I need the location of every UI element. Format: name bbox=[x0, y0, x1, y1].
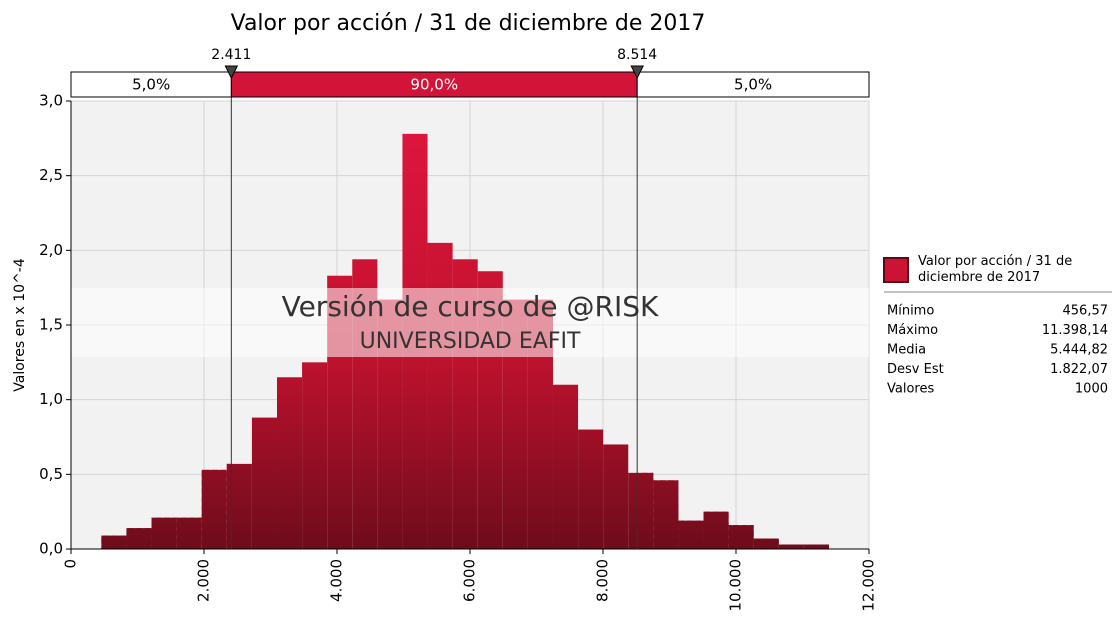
delimiter-marker bbox=[224, 65, 239, 80]
bar bbox=[753, 538, 779, 549]
chart-title: Valor por acción / 31 de diciembre de 20… bbox=[231, 11, 706, 36]
stat-name: Mínimo bbox=[887, 304, 934, 319]
bar bbox=[678, 520, 704, 549]
y-tick-label: 2,5 bbox=[39, 166, 63, 184]
bar bbox=[578, 429, 604, 549]
bar bbox=[603, 444, 629, 549]
stat-value: 5.444,82 bbox=[1050, 343, 1108, 358]
y-axis-label: Valores en x 10^-4 bbox=[12, 258, 28, 392]
y-tick-label: 3,0 bbox=[39, 92, 63, 110]
stat-name: Media bbox=[887, 343, 926, 358]
stat-name: Desv Est bbox=[887, 362, 944, 377]
delimiter-marker bbox=[630, 65, 644, 80]
y-tick-label: 1,5 bbox=[39, 316, 63, 334]
region-label: 90,0% bbox=[410, 76, 458, 94]
bar bbox=[728, 525, 754, 549]
watermark-band bbox=[71, 288, 869, 357]
stat-value: 11.398,14 bbox=[1042, 323, 1108, 338]
watermark: UNIVERSIDAD EAFIT bbox=[360, 329, 581, 354]
region-label: 5,0% bbox=[734, 76, 772, 94]
stat-value: 1.822,07 bbox=[1050, 362, 1108, 377]
x-tick-label: 6.000 bbox=[461, 559, 479, 602]
x-tick-label: 10.000 bbox=[727, 559, 745, 612]
bar bbox=[151, 517, 177, 549]
bar bbox=[226, 463, 252, 549]
delimiter-label: 8.514 bbox=[617, 47, 657, 63]
region-box bbox=[636, 71, 870, 98]
delimiter-label: 2.411 bbox=[211, 47, 251, 63]
x-tick-label: 4.000 bbox=[328, 559, 346, 602]
legend-label: Valor por acción / 31 de diciembre de 20… bbox=[918, 254, 1073, 285]
x-tick-label: 12.000 bbox=[860, 559, 878, 612]
x-tick-label: 2.000 bbox=[195, 559, 213, 602]
stat-name: Máximo bbox=[887, 323, 938, 338]
stat-value: 1000 bbox=[1075, 382, 1108, 397]
y-tick-label: 1,0 bbox=[39, 390, 63, 408]
bar bbox=[302, 362, 328, 549]
bar bbox=[778, 544, 804, 549]
bar bbox=[628, 472, 654, 549]
bar bbox=[126, 528, 152, 549]
legend-swatch bbox=[883, 257, 909, 283]
watermark: Versión de curso de @RISK bbox=[282, 290, 659, 323]
x-tick-label: 0 bbox=[62, 559, 80, 569]
bar bbox=[251, 417, 277, 549]
bar bbox=[803, 544, 829, 549]
y-tick-label: 0,0 bbox=[39, 540, 63, 558]
stat-name: Valores bbox=[887, 382, 934, 397]
y-tick-label: 0,5 bbox=[39, 465, 63, 483]
stat-value: 456,57 bbox=[1063, 304, 1109, 319]
bar bbox=[201, 469, 227, 549]
bar bbox=[653, 480, 679, 549]
bar bbox=[276, 377, 303, 549]
y-tick-label: 2,0 bbox=[39, 241, 63, 259]
region-label: 5,0% bbox=[132, 76, 170, 94]
bar bbox=[552, 384, 579, 549]
bar bbox=[101, 535, 127, 549]
bar bbox=[703, 511, 729, 549]
x-tick-label: 8.000 bbox=[594, 559, 612, 602]
bar bbox=[176, 517, 202, 549]
